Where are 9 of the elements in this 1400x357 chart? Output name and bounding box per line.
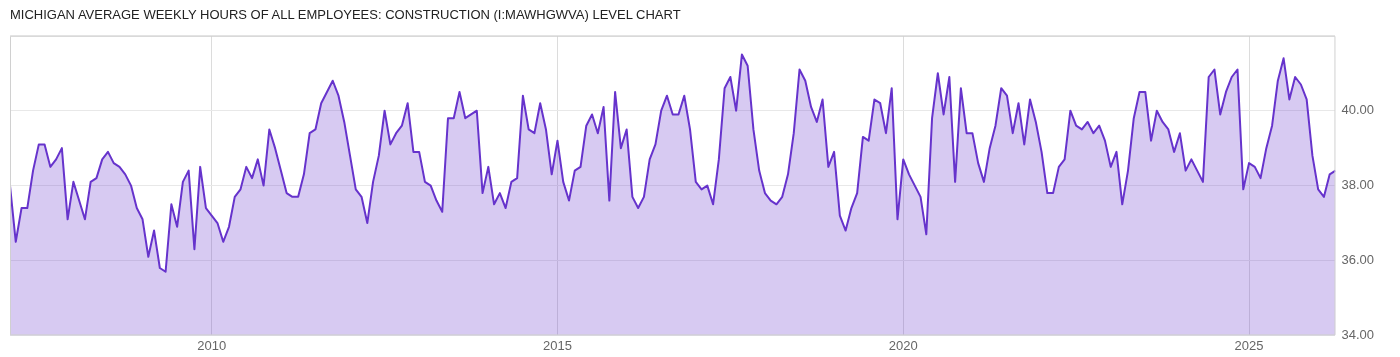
y-tick-label: 40.00 [1341, 102, 1375, 118]
x-tick-label: 2010 [197, 337, 227, 353]
x-tick-label: 2025 [1234, 337, 1264, 353]
x-tick-label: 2015 [543, 337, 572, 353]
y-tick-label: 38.00 [1341, 177, 1375, 193]
x-tick-label: 2020 [888, 337, 918, 353]
chart-title: MICHIGAN AVERAGE WEEKLY HOURS OF ALL EMPLOYEES: CONSTRUCTION (I:MAWHGWVA) LEVEL CHART [10, 7, 681, 22]
y-tick-label: 36.00 [1341, 252, 1375, 268]
y-tick-label: 34.00 [1341, 326, 1375, 342]
